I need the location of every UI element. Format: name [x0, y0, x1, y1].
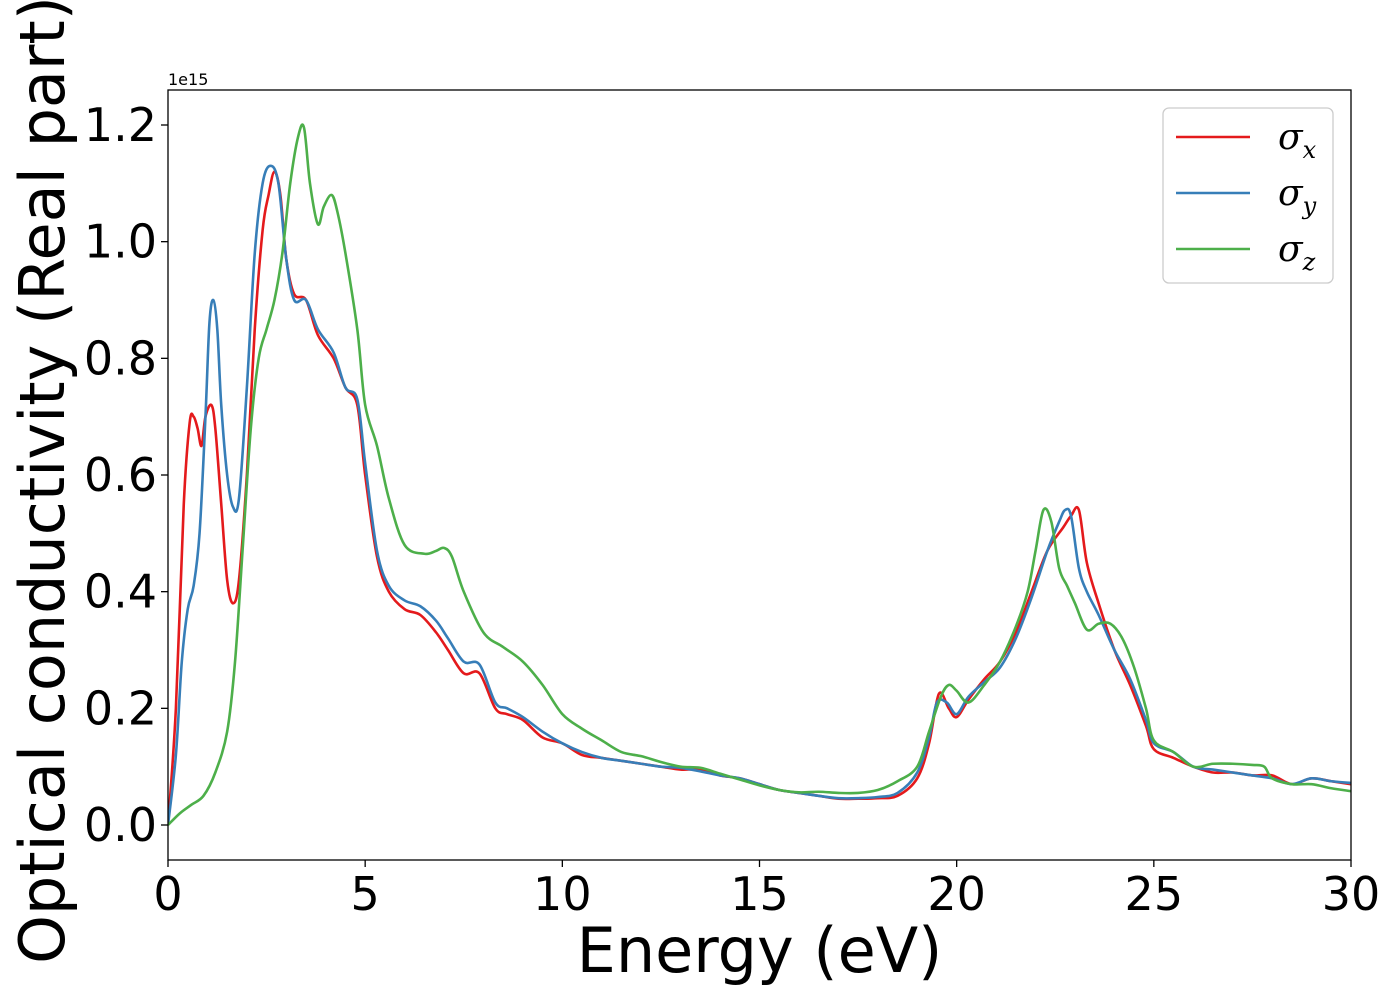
y-offset-label: 1e15	[168, 70, 208, 89]
x-axis-title: Energy (eV)	[577, 914, 943, 987]
y-axis: 0.0 0.2 0.4 0.6 0.8 1.0 1.2	[84, 98, 168, 852]
y-tick-label: 0.0	[84, 798, 157, 852]
x-tick-label: 10	[533, 867, 592, 921]
x-tick-label: 0	[153, 867, 182, 921]
series-line-2	[168, 164, 1351, 826]
series-line-3	[168, 123, 1351, 826]
x-axis: 0 5 10 15 20 25 30	[153, 860, 1380, 921]
x-tick-label: 30	[1322, 867, 1381, 921]
x-tick-label: 5	[351, 867, 380, 921]
x-tick-label: 20	[927, 867, 986, 921]
y-tick-label: 1.0	[84, 215, 157, 269]
y-tick-label: 0.2	[84, 681, 157, 735]
legend-label-1: σx	[1278, 117, 1317, 164]
legend: σx σy σz	[1162, 107, 1334, 284]
y-tick-label: 1.2	[84, 98, 157, 152]
series-layer	[168, 123, 1351, 826]
y-tick-label: 0.8	[84, 331, 157, 385]
y-tick-label: 0.4	[84, 565, 157, 619]
legend-label-2: σy	[1278, 173, 1317, 220]
y-axis-title: Optical conductivity (Real part)	[6, 0, 79, 964]
x-tick-label: 15	[730, 867, 789, 921]
legend-box	[1162, 107, 1334, 284]
y-tick-label: 0.6	[84, 448, 157, 502]
legend-label-3: σz	[1278, 229, 1316, 276]
x-tick-label: 25	[1125, 867, 1184, 921]
